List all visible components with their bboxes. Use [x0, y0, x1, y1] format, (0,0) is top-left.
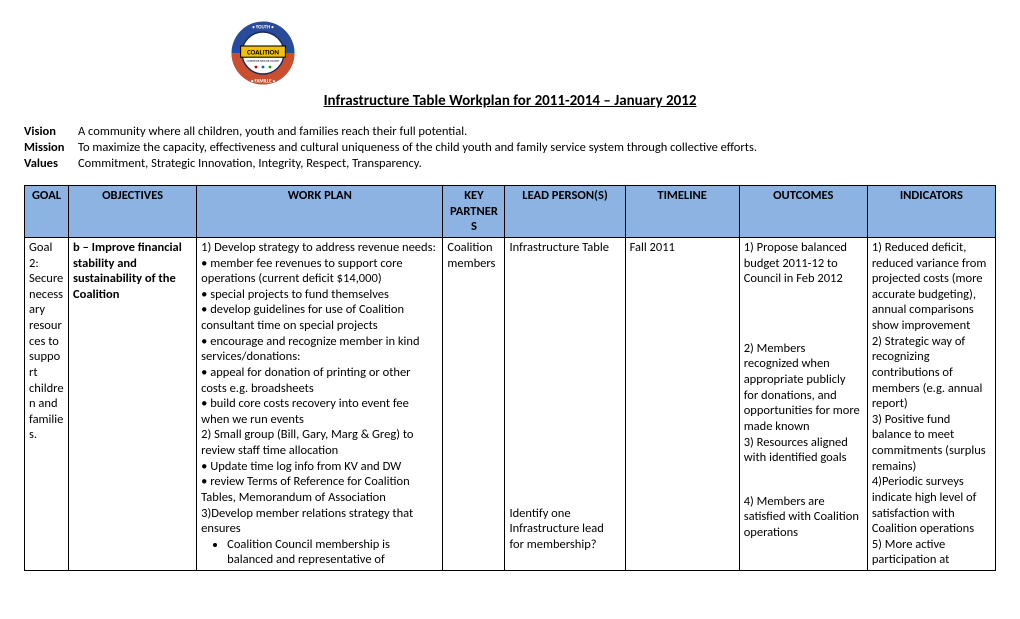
mission-text: To maximize the capacity, effectiveness …: [78, 140, 757, 155]
wp-bullet: review Terms of Reference for Coalition …: [201, 474, 438, 505]
wp-bullet: member fee revenues to support core oper…: [201, 256, 438, 287]
wp-bullet: Update time log info from KV and DW: [201, 459, 438, 475]
cell-workplan: 1) Develop strategy to address revenue n…: [197, 237, 443, 570]
meta-block: Vision A community where all children, y…: [24, 124, 996, 171]
wp-line: 3)Develop member relations strategy that…: [201, 506, 438, 537]
th-objectives: OBJECTIVES: [69, 186, 197, 238]
objective-heading: b – Improve financial stability and sust…: [73, 240, 182, 302]
lead-line: Infrastructure Table: [509, 240, 620, 256]
page-title: Infrastructure Table Workplan for 2011-2…: [24, 92, 996, 110]
indicator-line: 5) More active participation at: [872, 537, 991, 568]
values-label: Values: [24, 156, 78, 171]
th-outcomes: OUTCOMES: [739, 186, 867, 238]
outcome-line: 3) Resources aligned with identified goa…: [744, 435, 863, 466]
wp-bullet: build core costs recovery into event fee…: [201, 396, 438, 427]
indicator-line: 1) Reduced deficit,: [872, 240, 991, 256]
vision-label: Vision: [24, 124, 78, 139]
cell-outcomes: 1) Propose balanced budget 2011-12 to Co…: [739, 237, 867, 570]
indicator-line: 3) Positive fund balance to meet commitm…: [872, 412, 991, 475]
th-workplan: WORK PLAN: [197, 186, 443, 238]
logo: • YOUTH • • FAMILLE • COALITION COMITÉ D…: [228, 18, 996, 88]
values-text: Commitment, Strategic Innovation, Integr…: [78, 156, 422, 171]
svg-text:COMITÉ DE SIMCOE COUNTY: COMITÉ DE SIMCOE COUNTY: [247, 59, 280, 63]
indicator-line: 4)Periodic surveys indicate high level o…: [872, 474, 991, 537]
th-timeline: TIMELINE: [625, 186, 739, 238]
wp-bullet: appeal for donation of printing or other…: [201, 365, 438, 396]
wp-line: 1) Develop strategy to address revenue n…: [201, 240, 438, 256]
lead-line: Identify one Infrastructure lead for mem…: [509, 506, 620, 553]
outcome-line: 1) Propose balanced budget 2011-12 to Co…: [744, 240, 863, 287]
mission-label: Mission: [24, 140, 78, 155]
vision-text: A community where all children, youth an…: [78, 124, 467, 139]
wp-sub-bullet: Coalition Council membership is balanced…: [227, 537, 438, 568]
wp-bullet: develop guidelines for use of Coalition …: [201, 302, 438, 333]
cell-key-partners: Coalition members: [443, 237, 505, 570]
wp-bullet: encourage and recognize member in kind s…: [201, 334, 438, 365]
th-key-partners: KEY PARTNERS: [443, 186, 505, 238]
outcome-line: 2) Members recognized when appropriate p…: [744, 341, 863, 435]
cell-goal: Goal 2: Secure necessary resources to su…: [25, 237, 69, 570]
indicator-line: reduced variance from projected costs (m…: [872, 256, 991, 334]
outcome-line: 4) Members are satisfied with Coalition …: [744, 494, 863, 541]
table-header-row: GOAL OBJECTIVES WORK PLAN KEY PARTNERS L…: [25, 186, 996, 238]
svg-text:• FAMILLE •: • FAMILLE •: [251, 78, 276, 84]
cell-indicators: 1) Reduced deficit, reduced variance fro…: [867, 237, 995, 570]
cell-objectives: b – Improve financial stability and sust…: [69, 237, 197, 570]
th-goal: GOAL: [25, 186, 69, 238]
indicator-line: 2) Strategic way of recognizing contribu…: [872, 334, 991, 412]
cell-timeline: Fall 2011: [625, 237, 739, 570]
table-row: Goal 2: Secure necessary resources to su…: [25, 237, 996, 570]
workplan-table: GOAL OBJECTIVES WORK PLAN KEY PARTNERS L…: [24, 185, 996, 571]
th-lead: LEAD PERSON(S): [505, 186, 625, 238]
svg-text:• YOUTH •: • YOUTH •: [252, 25, 274, 31]
wp-bullet: special projects to fund themselves: [201, 287, 438, 303]
th-indicators: INDICATORS: [867, 186, 995, 238]
wp-line: 2) Small group (Bill, Gary, Marg & Greg)…: [201, 427, 438, 458]
cell-lead: Infrastructure Table Identify one Infras…: [505, 237, 625, 570]
svg-text:COALITION: COALITION: [247, 47, 279, 56]
